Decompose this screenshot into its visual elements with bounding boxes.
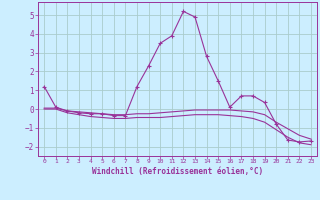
X-axis label: Windchill (Refroidissement éolien,°C): Windchill (Refroidissement éolien,°C): [92, 167, 263, 176]
